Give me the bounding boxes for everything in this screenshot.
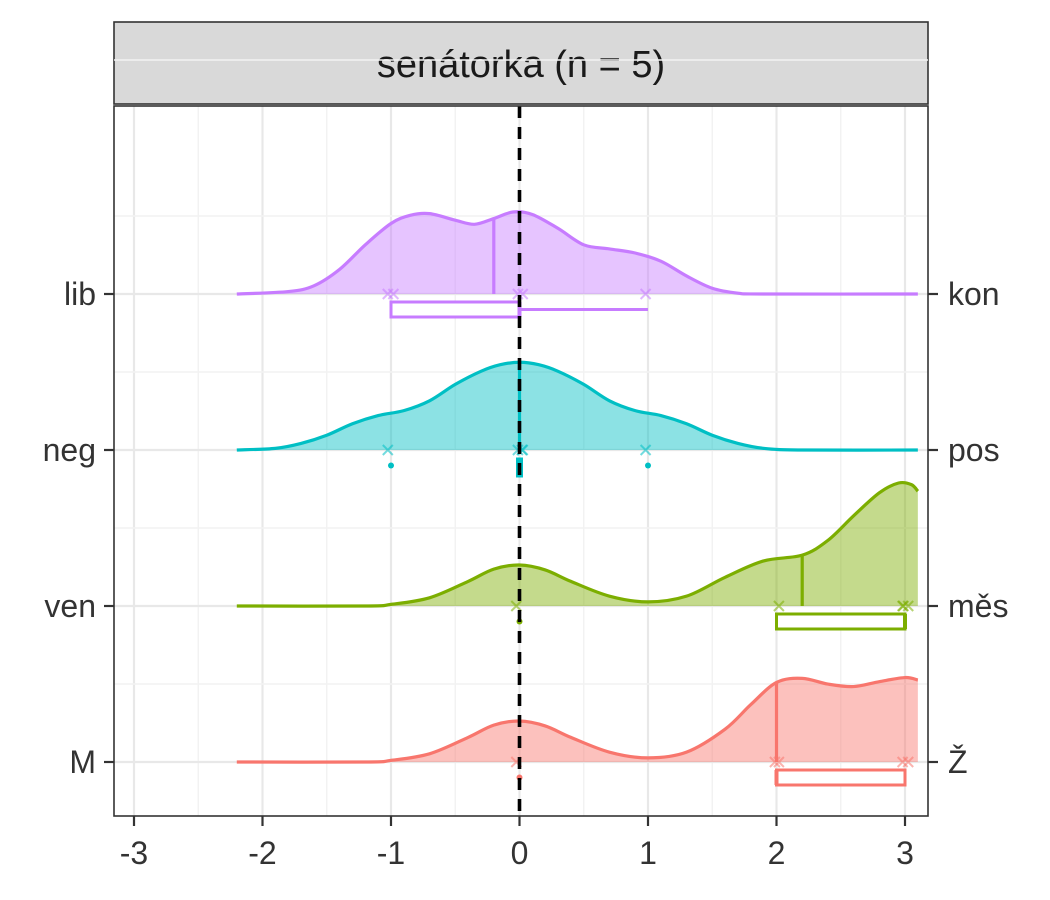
ridge-ven-měs: [236, 480, 920, 631]
y-label-right: měs: [948, 588, 1008, 624]
density-area: [236, 211, 918, 295]
y-label-left: ven: [44, 588, 96, 624]
density-area: [236, 677, 918, 763]
x-tick-label: -1: [377, 835, 405, 871]
response-point: [773, 756, 785, 768]
y-label-left: lib: [64, 276, 96, 312]
x-tick-label: -2: [248, 835, 276, 871]
response-point: [639, 444, 652, 456]
density-curve: [236, 360, 918, 452]
response-point: [510, 600, 523, 612]
response-point: [896, 600, 909, 612]
y-label-left: neg: [43, 432, 96, 468]
y-label-right: pos: [948, 432, 1000, 468]
y-label-left: M: [69, 744, 96, 780]
density-curve: [236, 210, 918, 296]
x-tick-label: 3: [896, 835, 914, 871]
axes: lib kon neg pos ven měs M Ž -3 -2 -1 0 1 2 3: [43, 276, 1009, 871]
boxplot-outlier: [388, 462, 394, 469]
density-area: [236, 482, 918, 607]
ridge-M-Ž: [236, 675, 919, 787]
facet-strip: [113, 21, 929, 105]
density-curve: [236, 675, 919, 764]
ridges: [236, 210, 920, 787]
boxplot-box: [389, 300, 521, 319]
x-tick-label: 1: [639, 835, 657, 871]
boxplot-outlier: [645, 462, 651, 469]
density-curve: [236, 480, 920, 608]
x-tick-label: 0: [511, 835, 529, 871]
facet-title: senátorka (n = 5): [377, 44, 665, 86]
y-label-right: kon: [948, 276, 1000, 312]
y-label-right: Ž: [948, 744, 968, 780]
response-point: [896, 756, 909, 768]
x-tick-label: 2: [768, 835, 786, 871]
response-point: [639, 288, 652, 300]
boxplot-box: [775, 612, 907, 631]
response-point: [773, 600, 785, 612]
response-point: [769, 756, 781, 768]
x-tick-label: -3: [120, 835, 148, 871]
response-point: [382, 444, 394, 456]
ridge-lib-kon: [236, 210, 918, 319]
density-area: [236, 362, 918, 451]
response-point: [387, 288, 400, 300]
panel-border: [113, 105, 929, 817]
boxplot-box: [775, 768, 907, 787]
